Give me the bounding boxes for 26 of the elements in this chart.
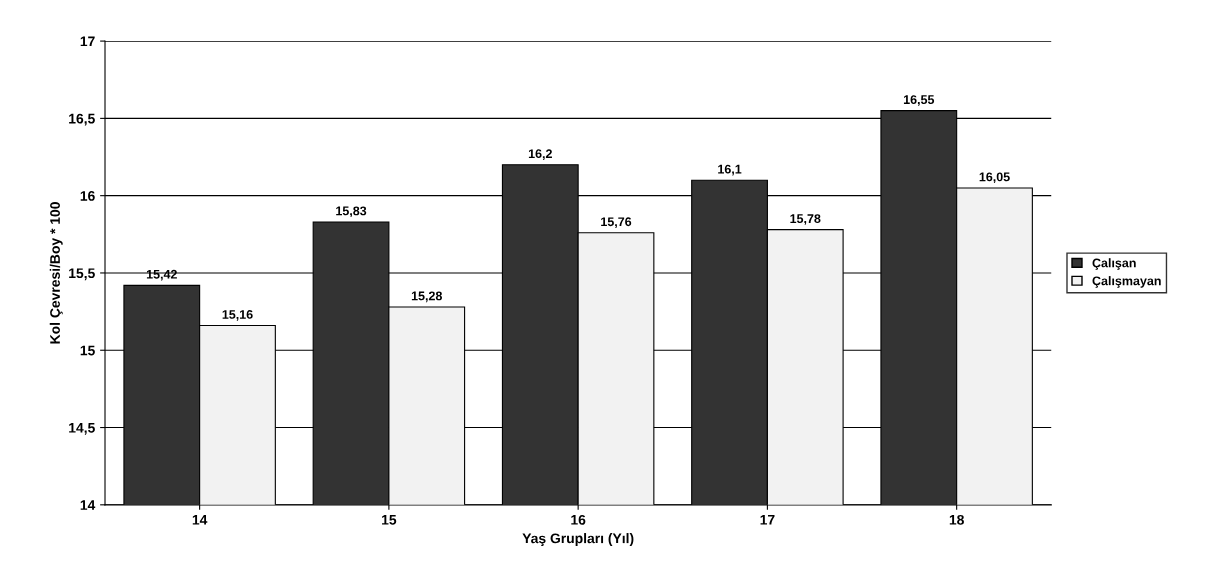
x-tick-label: 15 bbox=[382, 515, 397, 525]
y-tick-label: 15 bbox=[80, 345, 95, 356]
x-tick-label: 18 bbox=[949, 514, 964, 525]
legend-label: Çalışmayan bbox=[1092, 276, 1161, 288]
data-label: 15,42 bbox=[146, 269, 177, 281]
data-label: 15,28 bbox=[411, 291, 442, 303]
data-label: 16,1 bbox=[718, 164, 742, 176]
x-tick-label: 17 bbox=[760, 515, 775, 525]
y-tick-label: 16,5 bbox=[69, 113, 95, 126]
data-label: 16,05 bbox=[979, 172, 1010, 184]
y-tick-label: 14,5 bbox=[69, 423, 95, 435]
x-tick-label: 14 bbox=[192, 515, 208, 525]
x-axis-title: Yaş Grupları (Yıl) bbox=[522, 533, 634, 546]
data-label: 15,83 bbox=[336, 206, 367, 218]
data-label: 16,55 bbox=[903, 95, 935, 106]
y-axis-title: Kol Çevresi/Boy * 100 bbox=[49, 202, 63, 344]
data-label: 16,2 bbox=[528, 149, 552, 160]
y-tick-label: 16 bbox=[80, 191, 95, 201]
y-tick-label: 17 bbox=[80, 36, 95, 47]
data-label: 15,78 bbox=[790, 214, 821, 225]
legend-label: Çalışan bbox=[1092, 258, 1136, 270]
y-tick-label: 15,5 bbox=[69, 268, 95, 281]
x-tick-label: 16 bbox=[571, 514, 586, 525]
data-label: 15,76 bbox=[601, 217, 632, 228]
y-tick-label: 14 bbox=[80, 500, 96, 510]
data-label: 15,16 bbox=[222, 310, 253, 321]
